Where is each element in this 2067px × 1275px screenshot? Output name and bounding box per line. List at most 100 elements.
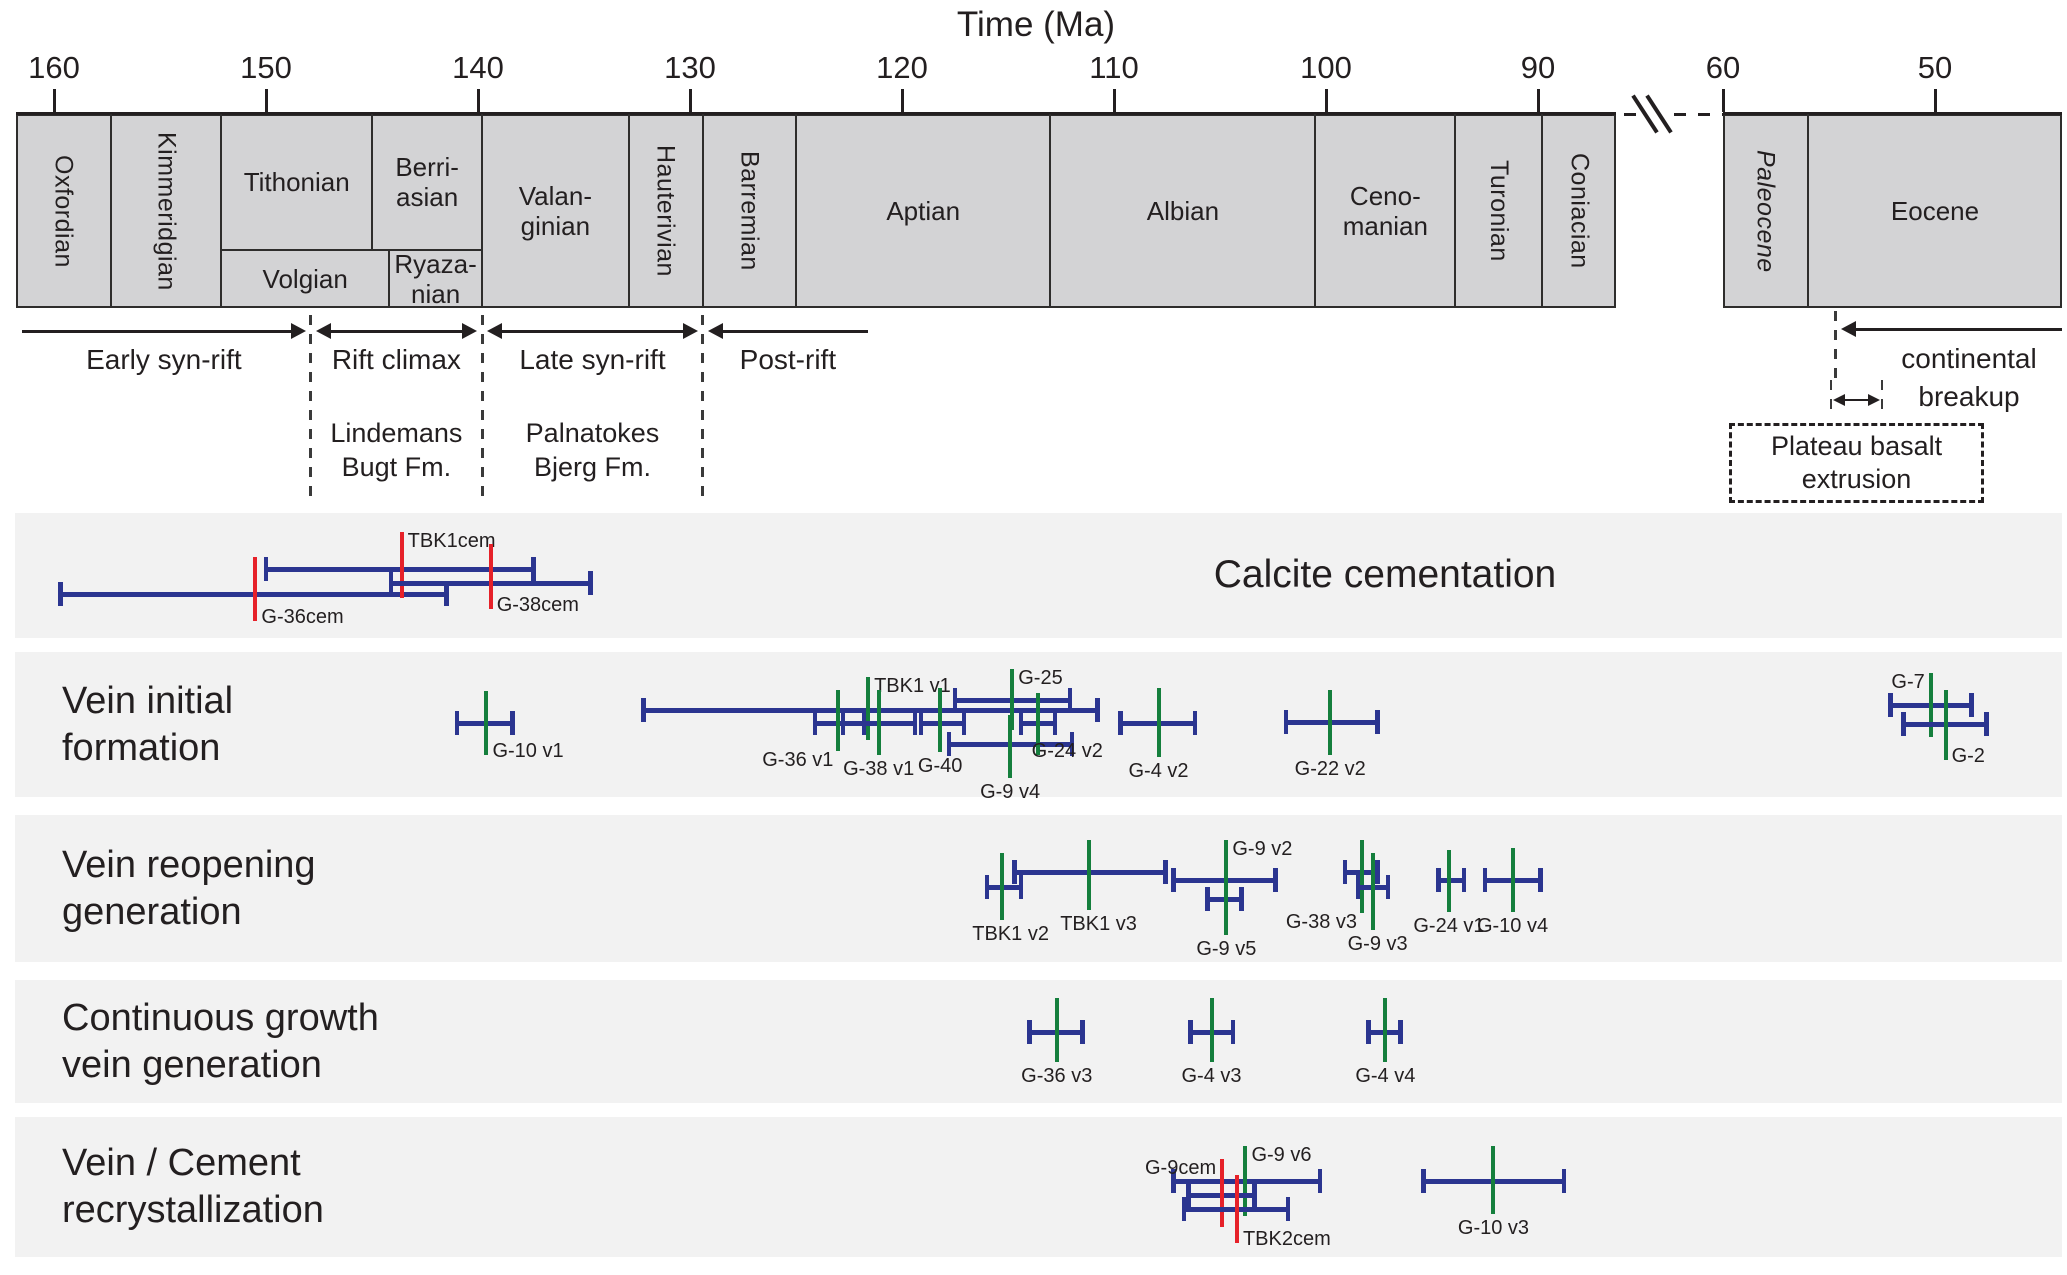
stage-divider-6: [1049, 114, 1052, 308]
row-title-vein-initial-formation: Vein initial formation: [62, 679, 234, 769]
sample-label-G-7: G-7: [1891, 671, 1925, 693]
errorbar-cap-G-9-v3-0: [1355, 875, 1361, 899]
breakup-interval-arrow-head-left: [1833, 394, 1846, 406]
errorbar-TBK1-v2: [984, 885, 1023, 890]
stage-aptian: Aptian: [796, 114, 1050, 308]
errorbar-cap-G-24-v1-1: [1461, 868, 1467, 892]
errorbar-cap-G-4-v3-1: [1230, 1020, 1236, 1044]
axis-tick-label-140: 140: [452, 50, 504, 85]
stage-label: Berri-asian: [395, 152, 459, 212]
stage-divider-10: [371, 114, 373, 250]
center-tick-G-38-v1: [876, 690, 881, 755]
rift-arrow-late-syn-rift-head-right: [682, 323, 698, 339]
stage-tithonian: Tithonian: [221, 114, 372, 250]
sample-label-G-38-v1: G-38 v1: [843, 758, 915, 780]
errorbar-cap-G-40-1: [961, 711, 967, 735]
errorbar-cap-G-4-v3-0: [1188, 1020, 1193, 1044]
errorbar-cap-TBK1-v1-0: [641, 698, 646, 722]
rift-arrow-post-rift-head-left: [707, 323, 723, 339]
axis-tick-label-100: 100: [1300, 50, 1352, 85]
rift-guide-2: [701, 315, 705, 500]
plateau-basalt-box: Plateau basalt extrusion: [1729, 423, 1984, 503]
center-tick-G-10-v3: [1491, 1146, 1496, 1214]
errorbar-cap-G-22-v2-1: [1375, 710, 1380, 734]
errorbar-G-40: [918, 721, 966, 726]
stage-label: Kimmeridgian: [152, 131, 181, 291]
stage-barremian: Barremian: [703, 114, 796, 308]
stage-valanginian: Valan-ginian: [482, 114, 628, 308]
axis-tick-label-60: 60: [1705, 50, 1741, 85]
stage-eocene: Eocene: [1808, 114, 2062, 308]
sample-label-G-10-v4: G-10 v4: [1476, 915, 1549, 937]
rift-label-early-syn-rift: Early syn-rift: [86, 344, 242, 375]
sample-label-G-36-v1: G-36 v1: [762, 749, 834, 771]
sample-label-G-4-v3: G-4 v3: [1181, 1065, 1242, 1087]
stage-box-left: [16, 114, 1616, 308]
stage-coniacian: Coniacian: [1542, 114, 1616, 308]
center-tick-G-25: [1010, 669, 1015, 730]
sample-label-G-22-v2: G-22 v2: [1294, 758, 1366, 780]
errorbar-G-9-v5: [1205, 897, 1244, 902]
errorbar-cap-G-38-v1-1: [912, 711, 918, 735]
center-tick-TBK2cem: [1234, 1175, 1239, 1243]
center-tick-G-9-v4: [1008, 715, 1013, 778]
axis-tick-160: [52, 89, 56, 112]
sample-label-G-4-v2: G-4 v2: [1128, 760, 1189, 782]
stage-label: Ceno-manian: [1342, 181, 1428, 241]
rift-arrow-rift-climax-head-left: [315, 323, 331, 339]
axis-tick-label-150: 150: [240, 50, 292, 85]
center-tick-G-36-v1: [836, 690, 841, 751]
breakup-interval-guide-right: [1880, 380, 1884, 418]
errorbar-cap-G-36-v3-1: [1080, 1020, 1085, 1044]
stage-divider-11: [387, 250, 390, 308]
errorbar-G-10-v1: [454, 721, 515, 726]
sample-label-TBK1-v2: TBK1 v2: [972, 923, 1049, 945]
row-band-vein-cement-recrystallization: [15, 1117, 2062, 1257]
stage-divider-2: [481, 114, 484, 308]
errorbar-cap-G-36-v3-0: [1027, 1020, 1032, 1044]
sample-label-G-9-v5: G-9 v5: [1196, 938, 1257, 960]
stage-label: Aptian: [886, 196, 961, 226]
stage-paleocene: Paleocene: [1723, 114, 1808, 308]
stage-divider-4: [701, 114, 704, 308]
rift-arrow-rift-climax-head-right: [462, 323, 478, 339]
center-tick-G-7: [1928, 673, 1933, 737]
errorbar-cap-G-24-v2-0: [1018, 711, 1024, 735]
axis-tick-50: [1933, 89, 1937, 112]
breakup-interval-arrow-head-right: [1868, 394, 1880, 406]
axis-tick-150: [264, 89, 268, 112]
stage-label: Barremian: [735, 151, 764, 271]
stage-label: Ryaza-nian: [394, 249, 477, 309]
errorbar-cap-TBK1-v1-1: [1095, 698, 1100, 722]
errorbar-cap-G-10-v3-1: [1561, 1169, 1567, 1193]
errorbar-cap-G-36cem-0: [58, 582, 63, 606]
sample-label-G-36cem: G-36cem: [261, 606, 344, 628]
stage-berriasian: Berri-asian: [372, 114, 482, 250]
sample-label-TBK1-v3: TBK1 v3: [1060, 913, 1137, 935]
stage-label: Albian: [1146, 196, 1220, 226]
stage-hauterivian: Hauterivian: [629, 114, 703, 308]
errorbar-cap-G-38cem-0: [388, 571, 394, 595]
breakup-arrow-line: [1854, 327, 2063, 331]
errorbar-cap-G-9-v5-0: [1205, 887, 1210, 911]
sample-label-G-40: G-40: [917, 755, 963, 777]
row-title-vein-cement-recrystallization: Vein / Cement recrystallization: [62, 1142, 324, 1231]
center-tick-G-2: [1943, 690, 1948, 760]
stage-label: Oxfordian: [49, 154, 78, 268]
errorbar-cap-G-38-v3-0: [1342, 860, 1348, 884]
center-tick-G-24-v2: [1035, 693, 1040, 755]
substage-divider: [221, 249, 483, 251]
stage-cenomanian: Ceno-manian: [1315, 114, 1455, 308]
center-tick-G-9-v3: [1370, 853, 1375, 930]
errorbar-TBK1cem: [263, 567, 536, 572]
sample-label-TBK2cem: TBK2cem: [1242, 1228, 1331, 1250]
errorbar-cap-G-9-v4-1: [1069, 732, 1075, 756]
errorbar-cap-G-4-v4-0: [1366, 1020, 1371, 1044]
breakup-guide: [1833, 311, 1837, 379]
formation-label-0: Lindemans Bugt Fm.: [330, 418, 463, 482]
rift-arrow-late-syn-rift-head-left: [487, 323, 503, 339]
stage-divider-8: [1454, 114, 1457, 308]
errorbar-cap-G-36cem-1: [444, 582, 449, 606]
stage-label: Valan-ginian: [518, 181, 592, 241]
stage-divider-0: [110, 114, 113, 308]
